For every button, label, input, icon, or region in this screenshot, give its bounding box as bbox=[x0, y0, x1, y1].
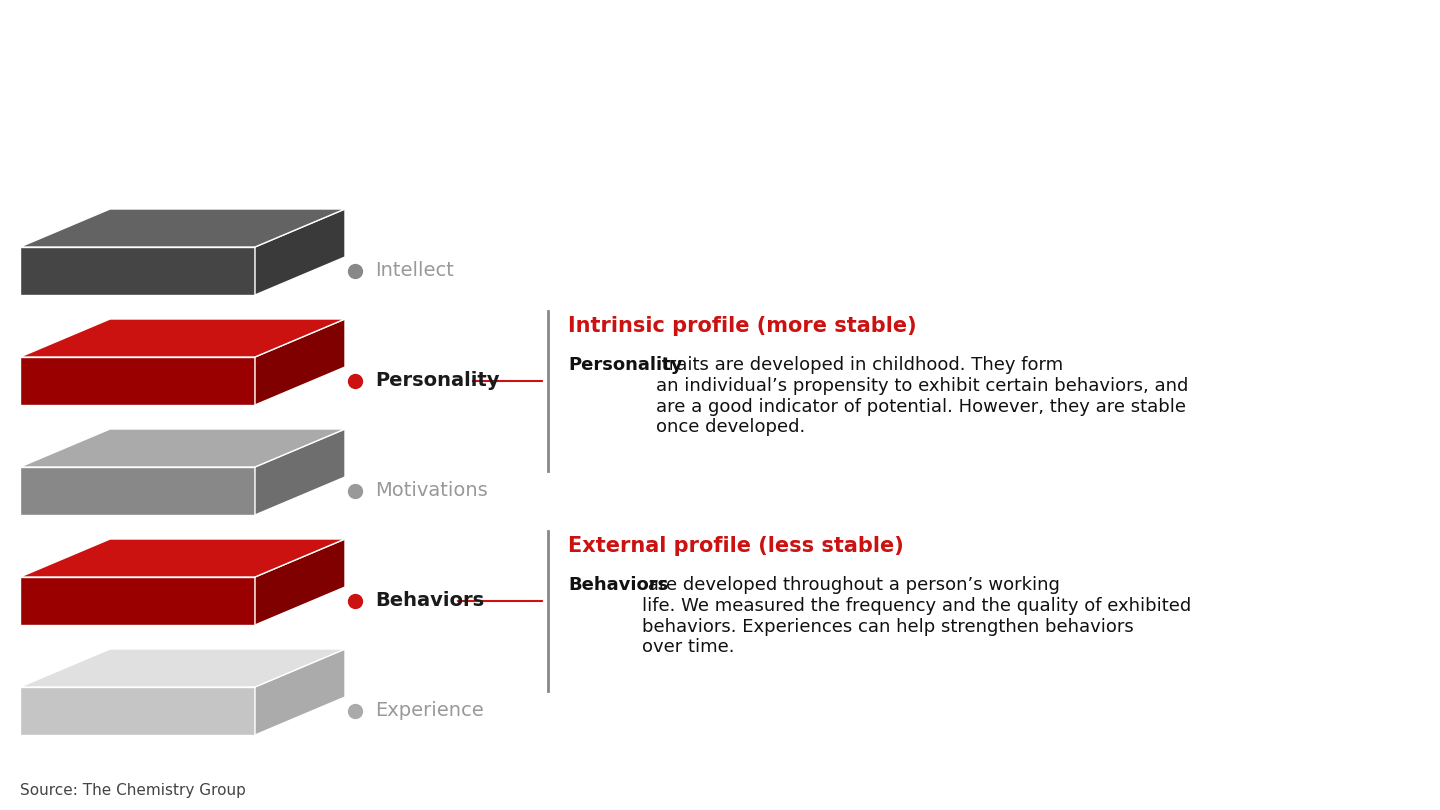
Polygon shape bbox=[20, 687, 255, 735]
Text: traits are developed in childhood. They form
an individual’s propensity to exhib: traits are developed in childhood. They … bbox=[657, 356, 1188, 437]
Polygon shape bbox=[20, 577, 255, 625]
Polygon shape bbox=[20, 247, 255, 295]
Polygon shape bbox=[20, 467, 255, 515]
Polygon shape bbox=[255, 539, 346, 625]
Polygon shape bbox=[20, 319, 346, 357]
Polygon shape bbox=[255, 319, 346, 405]
Text: Motivations: Motivations bbox=[374, 481, 488, 501]
Text: Source: The Chemistry Group: Source: The Chemistry Group bbox=[20, 783, 246, 798]
Polygon shape bbox=[20, 209, 346, 247]
Polygon shape bbox=[255, 429, 346, 515]
Text: are developed throughout a person’s working
life. We measured the frequency and : are developed throughout a person’s work… bbox=[642, 576, 1191, 656]
Text: Intellect: Intellect bbox=[374, 262, 454, 280]
Polygon shape bbox=[255, 209, 346, 295]
Text: External profile (less stable): External profile (less stable) bbox=[567, 536, 904, 556]
Polygon shape bbox=[20, 429, 346, 467]
Text: Behaviors: Behaviors bbox=[374, 591, 484, 611]
Polygon shape bbox=[255, 649, 346, 735]
Text: Personality: Personality bbox=[374, 372, 500, 390]
Polygon shape bbox=[20, 539, 346, 577]
Text: Intrinsic profile (more stable): Intrinsic profile (more stable) bbox=[567, 316, 917, 336]
Polygon shape bbox=[20, 649, 346, 687]
Text: Experience: Experience bbox=[374, 701, 484, 721]
Text: Personality: Personality bbox=[567, 356, 683, 374]
Text: Behaviors: Behaviors bbox=[567, 576, 668, 594]
Polygon shape bbox=[20, 357, 255, 405]
